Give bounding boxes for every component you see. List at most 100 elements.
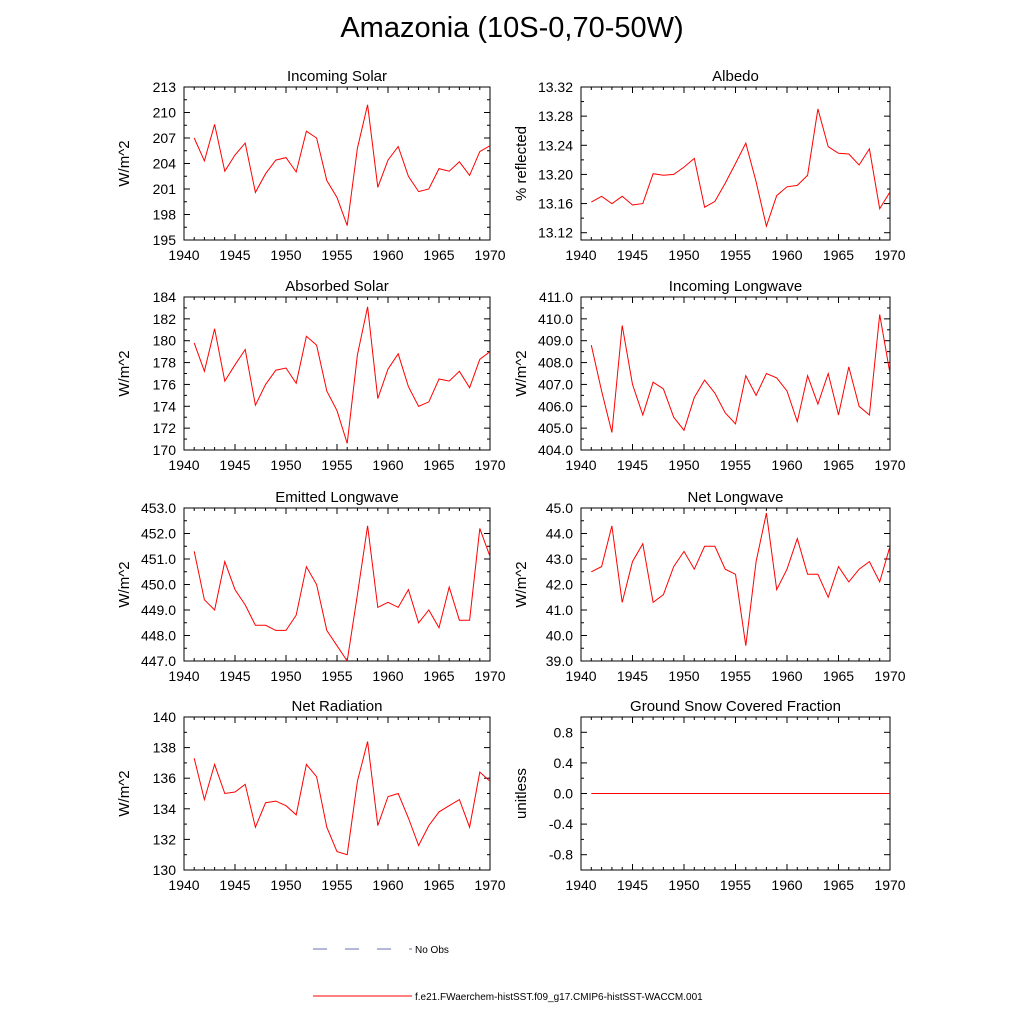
- x-tick-label: 1960: [372, 457, 403, 473]
- y-tick-label: 0.8: [554, 724, 574, 740]
- y-tick-label: 449.0: [141, 602, 176, 618]
- y-tick-label: 176: [153, 376, 177, 392]
- y-axis-label: unitless: [513, 768, 530, 819]
- x-tick-label: 1970: [874, 457, 905, 473]
- x-tick-label: 1950: [668, 877, 699, 893]
- x-tick-label: 1955: [720, 247, 751, 263]
- x-tick-label: 1970: [474, 877, 505, 893]
- y-tick-label: 178: [153, 355, 177, 371]
- series-line: [193, 104, 490, 226]
- y-tick-label: 451.0: [141, 551, 176, 567]
- x-tick-label: 1950: [270, 877, 301, 893]
- panel-title: Incoming Longwave: [669, 278, 802, 295]
- x-tick-label: 1960: [372, 877, 403, 893]
- y-axis-label: W/m^2: [513, 350, 530, 396]
- legend: No Obs f.e21.FWaerchem-histSST.f09_g17.C…: [313, 945, 703, 1003]
- panel-3: Absorbed Solar W/m^2 1940 1945 1950 1955 1960 1…: [116, 278, 506, 473]
- y-tick-label: 42.0: [546, 577, 573, 593]
- x-tick-label: 1940: [565, 247, 596, 263]
- plot-frame: [580, 296, 891, 451]
- y-tick-label: 13.12: [538, 225, 573, 241]
- y-tick-label: 172: [153, 420, 177, 436]
- y-tick-label: 0.4: [554, 755, 574, 771]
- y-tick-label: 210: [153, 105, 177, 121]
- x-tick-label: 1940: [168, 668, 199, 684]
- x-tick-label: 1970: [474, 668, 505, 684]
- y-tick-label: 411.0: [539, 289, 573, 305]
- x-tick-label: 1965: [423, 247, 454, 263]
- y-axis-label: W/m^2: [116, 770, 133, 816]
- y-tick-label: 44.0: [546, 526, 573, 542]
- panel-5: Emitted Longwave W/m^2 1940 1945 1950 1955 196…: [116, 489, 506, 684]
- y-tick-label: 453.0: [141, 500, 176, 516]
- x-tick-label: 1950: [668, 247, 699, 263]
- y-tick-label: 452.0: [141, 526, 176, 542]
- y-tick-label: 43.0: [546, 551, 573, 567]
- x-tick-label: 1960: [372, 247, 403, 263]
- x-tick-label: 1950: [270, 247, 301, 263]
- y-axis-label: W/m^2: [116, 350, 133, 396]
- y-tick-label: 134: [153, 801, 177, 817]
- y-tick-label: 407.0: [538, 376, 573, 392]
- x-tick-label: 1970: [874, 247, 905, 263]
- series-line: [193, 306, 490, 444]
- x-tick-label: 1970: [874, 877, 905, 893]
- plot-frame: [580, 507, 891, 662]
- y-axis-label: W/m^2: [116, 140, 133, 186]
- y-tick-label: 406.0: [538, 398, 573, 414]
- x-tick-label: 1940: [168, 247, 199, 263]
- panel-2: Albedo % reflected 1940 1945 1950 1955 1960 196…: [513, 68, 906, 263]
- x-tick-label: 1965: [823, 877, 854, 893]
- x-tick-label: 1960: [771, 247, 802, 263]
- y-tick-label: 198: [153, 207, 177, 223]
- legend-obs-label: No Obs: [415, 945, 449, 956]
- panel-4: Incoming Longwave W/m^2 1940 1945 1950 1955 19…: [513, 278, 906, 473]
- panel-7: Net Radiation W/m^2 1940 1945 1950 1955 1960 19…: [116, 698, 506, 893]
- y-tick-label: 410.0: [538, 311, 573, 327]
- x-tick-label: 1950: [668, 457, 699, 473]
- y-tick-label: 140: [153, 709, 177, 725]
- y-tick-label: 180: [153, 333, 177, 349]
- y-tick-label: -0.8: [549, 847, 573, 863]
- y-tick-label: 45.0: [546, 500, 573, 516]
- x-tick-label: 1940: [565, 457, 596, 473]
- panel-title: Ground Snow Covered Fraction: [630, 698, 841, 715]
- chart-panels: Incoming Solar W/m^2 1940 1945 1950 1955 1960 1…: [116, 68, 906, 893]
- panel-1: Incoming Solar W/m^2 1940 1945 1950 1955 1960 1…: [116, 68, 506, 263]
- y-tick-label: 409.0: [538, 333, 573, 349]
- y-axis-label: % reflected: [513, 126, 530, 201]
- x-tick-label: 1945: [617, 877, 648, 893]
- panel-title: Net Radiation: [292, 698, 383, 715]
- x-tick-label: 1955: [720, 668, 751, 684]
- x-tick-label: 1970: [474, 457, 505, 473]
- panel-title: Emitted Longwave: [275, 489, 398, 506]
- y-tick-label: 13.32: [538, 79, 573, 95]
- series-line: [591, 108, 890, 229]
- x-tick-label: 1960: [771, 457, 802, 473]
- y-axis-label: W/m^2: [116, 561, 133, 607]
- y-tick-label: 201: [153, 181, 177, 197]
- y-tick-label: 450.0: [141, 577, 176, 593]
- y-tick-label: 170: [153, 442, 177, 458]
- x-tick-label: 1960: [771, 877, 802, 893]
- panel-8: Ground Snow Covered Fraction unitless 1940…: [513, 698, 906, 893]
- y-tick-label: 174: [153, 398, 177, 414]
- x-tick-label: 1945: [617, 668, 648, 684]
- y-tick-label: 195: [153, 232, 177, 248]
- legend-model-label: f.e21.FWaerchem-histSST.f09_g17.CMIP6-hi…: [415, 992, 703, 1003]
- x-tick-label: 1945: [219, 877, 250, 893]
- x-tick-label: 1955: [321, 877, 352, 893]
- x-tick-label: 1970: [474, 247, 505, 263]
- y-tick-label: 13.24: [538, 137, 573, 153]
- panel-title: Net Longwave: [688, 489, 784, 506]
- x-tick-label: 1940: [168, 877, 199, 893]
- y-tick-label: 130: [153, 862, 177, 878]
- x-tick-label: 1965: [423, 877, 454, 893]
- x-tick-label: 1950: [270, 668, 301, 684]
- x-tick-label: 1950: [270, 457, 301, 473]
- y-tick-label: 13.28: [538, 108, 573, 124]
- y-tick-label: 207: [153, 130, 177, 146]
- x-tick-label: 1940: [168, 457, 199, 473]
- panel-title: Incoming Solar: [287, 68, 387, 85]
